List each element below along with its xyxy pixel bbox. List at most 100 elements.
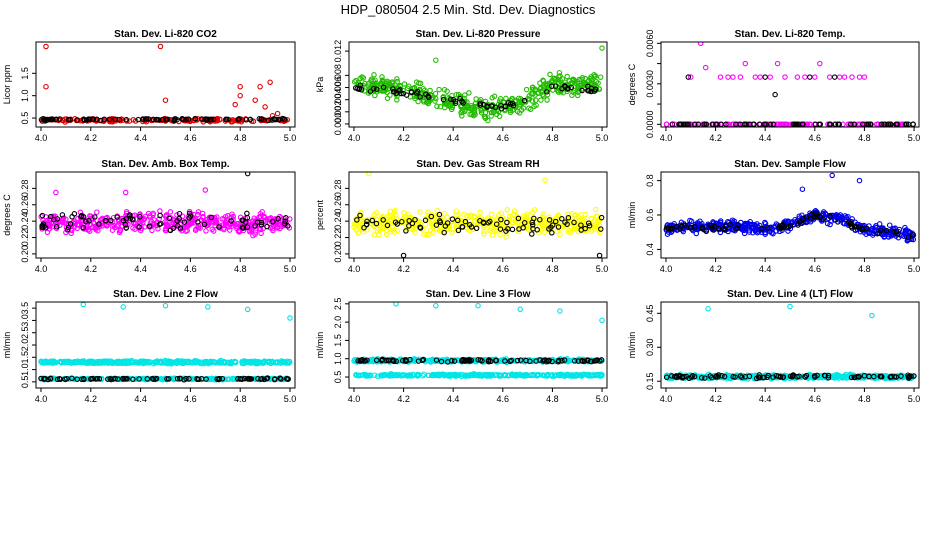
data-point bbox=[588, 358, 594, 365]
data-point bbox=[438, 358, 445, 365]
data-point bbox=[725, 74, 731, 80]
y-tick-label: 0.26 bbox=[20, 196, 30, 214]
data-point bbox=[756, 372, 763, 378]
panel-4: Stan. Dev. Amb. Box Temp.4.0 4.2 4.4 4.6 4.8… bbox=[2, 159, 296, 274]
data-point bbox=[688, 374, 695, 380]
data-point bbox=[746, 229, 753, 235]
data-point bbox=[848, 223, 855, 230]
data-point bbox=[856, 177, 863, 184]
data-point bbox=[216, 224, 222, 230]
x-tick-label: 4.2 bbox=[85, 264, 98, 274]
data-point bbox=[794, 74, 801, 80]
data-point bbox=[137, 216, 143, 223]
points bbox=[351, 45, 605, 124]
data-point bbox=[412, 216, 418, 223]
data-point bbox=[891, 229, 897, 235]
data-point bbox=[537, 85, 544, 92]
y-tick-label: 2.0 bbox=[20, 339, 30, 352]
y-tick-label: 0.24 bbox=[333, 212, 343, 230]
data-point bbox=[246, 359, 253, 366]
data-point bbox=[109, 360, 115, 366]
data-point bbox=[570, 89, 576, 95]
data-point bbox=[391, 85, 397, 91]
data-point bbox=[546, 217, 553, 223]
data-point bbox=[765, 225, 771, 231]
data-point bbox=[138, 376, 145, 382]
y-axis-label: ml/min bbox=[627, 332, 637, 359]
data-point bbox=[855, 373, 862, 380]
data-point bbox=[668, 373, 675, 379]
data-point bbox=[205, 376, 212, 382]
data-point bbox=[846, 219, 852, 225]
data-point bbox=[462, 218, 469, 225]
data-point bbox=[252, 229, 259, 235]
data-point bbox=[364, 218, 370, 225]
data-point bbox=[47, 213, 54, 220]
data-point bbox=[356, 86, 362, 93]
data-point bbox=[817, 214, 823, 220]
data-point bbox=[517, 101, 523, 108]
data-point bbox=[502, 358, 508, 364]
data-point bbox=[472, 356, 478, 363]
data-point bbox=[679, 373, 685, 380]
data-point bbox=[132, 226, 138, 232]
data-point bbox=[438, 228, 445, 235]
y-tick-label: 0.5 bbox=[20, 376, 30, 389]
data-point bbox=[538, 97, 544, 103]
data-point bbox=[145, 116, 151, 122]
data-point bbox=[540, 93, 547, 99]
data-point bbox=[140, 116, 146, 122]
data-point bbox=[513, 371, 520, 378]
data-point bbox=[164, 376, 170, 382]
data-point bbox=[725, 228, 731, 235]
data-point bbox=[258, 376, 264, 382]
data-point bbox=[277, 225, 283, 232]
data-point bbox=[413, 90, 420, 96]
data-point bbox=[198, 375, 205, 382]
data-point bbox=[459, 224, 466, 230]
data-point bbox=[552, 218, 559, 225]
x-tick-label: 4.2 bbox=[85, 133, 98, 143]
data-point bbox=[592, 226, 598, 232]
data-point bbox=[136, 376, 142, 382]
data-point bbox=[482, 115, 489, 122]
data-point bbox=[158, 359, 164, 366]
y-tick-label: 1.0 bbox=[20, 363, 30, 376]
data-point bbox=[687, 224, 694, 231]
data-point bbox=[358, 87, 365, 93]
data-point bbox=[507, 109, 514, 116]
data-point bbox=[357, 358, 363, 364]
data-point bbox=[92, 214, 98, 220]
data-point bbox=[579, 75, 586, 81]
data-point bbox=[851, 223, 858, 230]
data-point bbox=[477, 209, 483, 216]
data-point bbox=[186, 376, 192, 382]
data-point bbox=[752, 74, 759, 80]
x-tick-label: 4.0 bbox=[348, 133, 361, 143]
data-point bbox=[827, 221, 833, 228]
data-point bbox=[195, 219, 201, 225]
data-point bbox=[565, 215, 572, 221]
data-point bbox=[367, 88, 374, 94]
data-point bbox=[863, 231, 869, 237]
points bbox=[38, 302, 293, 383]
data-point bbox=[586, 222, 593, 229]
data-point bbox=[232, 222, 239, 228]
data-point bbox=[551, 75, 558, 82]
data-point bbox=[709, 225, 715, 231]
data-point bbox=[811, 373, 818, 379]
data-point bbox=[157, 208, 163, 214]
data-point bbox=[384, 222, 391, 229]
data-point bbox=[259, 209, 265, 215]
x-tick-label: 4.8 bbox=[234, 133, 247, 143]
data-point bbox=[487, 218, 493, 225]
data-point bbox=[777, 374, 784, 380]
data-point bbox=[60, 215, 67, 221]
data-point bbox=[504, 219, 510, 226]
data-point bbox=[419, 357, 426, 364]
x-tick-label: 4.4 bbox=[759, 133, 772, 143]
data-point bbox=[208, 214, 215, 221]
data-point bbox=[773, 228, 780, 234]
data-point bbox=[578, 222, 584, 228]
data-point bbox=[260, 116, 267, 123]
